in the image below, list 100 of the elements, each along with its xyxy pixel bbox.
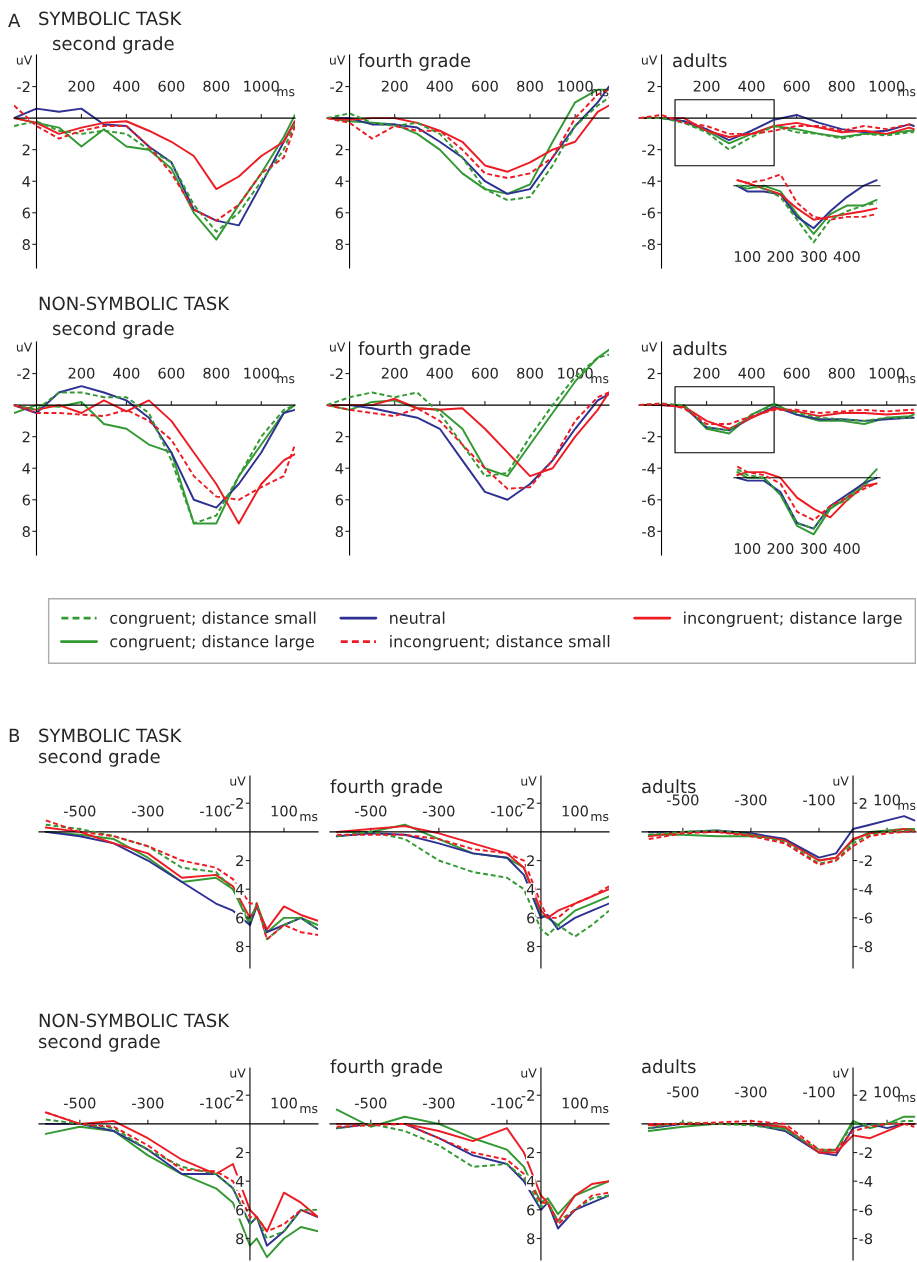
- x-axis-title: ms: [300, 1105, 318, 1114]
- y-axis-title: uV: [230, 1068, 246, 1078]
- y-tick-label: -2: [642, 431, 655, 443]
- x-tick-label: 400: [738, 80, 765, 92]
- x-tick-label: -300: [423, 1097, 455, 1109]
- chart-subtitle: second grade: [52, 321, 174, 339]
- chart-subtitle: second grade: [38, 749, 160, 767]
- y-tick-label: -6: [859, 912, 873, 924]
- y-axis-title: uV: [329, 342, 346, 352]
- y-axis-title: uV: [16, 55, 33, 65]
- y-tick-label: -2: [17, 81, 30, 93]
- x-axis-title: ms: [898, 802, 916, 811]
- x-tick-label: 800: [203, 367, 230, 379]
- y-tick-label: 4: [22, 463, 31, 474]
- x-tick-label: -500: [354, 1097, 387, 1109]
- x-tick-label: 100: [734, 543, 761, 555]
- x-tick-label: 1000: [244, 367, 279, 379]
- x-tick-label: 600: [783, 80, 810, 92]
- x-tick-label: 100: [271, 1097, 297, 1109]
- chart-subtitle: second grade: [52, 36, 174, 54]
- x-tick-label: 300: [800, 543, 827, 555]
- y-tick-label: -2: [230, 797, 243, 809]
- y-tick-label: 6: [236, 912, 244, 924]
- y-tick-label: -4: [642, 463, 656, 474]
- x-tick-label: -100: [803, 794, 835, 806]
- y-axis-title: uV: [230, 776, 246, 786]
- chart-title: fourth grade: [330, 1059, 443, 1077]
- x-tick-label: 600: [158, 80, 185, 92]
- y-tick-label: 6: [236, 1204, 244, 1216]
- chart-title: adults: [673, 341, 727, 356]
- x-tick-label: -300: [735, 794, 767, 806]
- y-tick-label: 8: [236, 941, 244, 953]
- y-tick-label: 4: [235, 884, 244, 895]
- y-tick-label: -8: [859, 941, 873, 953]
- y-tick-label: 2: [859, 797, 867, 809]
- y-tick-label: 2: [22, 144, 30, 156]
- x-tick-label: 200: [693, 80, 720, 92]
- y-axis-title: uV: [329, 55, 346, 65]
- y-tick-label: -6: [642, 494, 656, 506]
- chart-title: NON-SYMBOLIC TASK: [39, 1013, 230, 1028]
- y-tick-label: 4: [526, 884, 535, 895]
- x-tick-label: -300: [132, 1097, 164, 1109]
- y-tick-label: 2: [859, 1089, 867, 1101]
- y-tick-label: 8: [22, 526, 30, 538]
- x-tick-label: 100: [874, 794, 901, 806]
- chart-title: fourth grade: [330, 779, 443, 797]
- y-tick-label: 2: [527, 855, 534, 867]
- y-axis-title: uV: [833, 776, 849, 786]
- legend-label: neutral: [390, 611, 445, 624]
- y-tick-label: 2: [22, 431, 30, 443]
- y-tick-label: 8: [236, 1233, 244, 1245]
- y-tick-label: -2: [859, 1147, 872, 1159]
- x-tick-label: -500: [667, 1086, 699, 1098]
- y-tick-label: -6: [859, 1204, 873, 1216]
- y-tick-label: -2: [230, 1089, 243, 1101]
- chart-title: fourth grade: [358, 53, 471, 71]
- y-tick-label: 2: [335, 431, 343, 443]
- x-tick-label: 400: [833, 251, 860, 263]
- x-tick-label: 600: [158, 367, 185, 379]
- y-tick-label: -2: [859, 855, 872, 867]
- legend-label: incongruent; distance small: [390, 634, 610, 651]
- legend-label: congruent; distance large: [110, 634, 314, 651]
- x-axis-title: ms: [591, 376, 609, 384]
- y-tick-label: 2: [236, 1147, 243, 1159]
- text: B: [9, 728, 20, 742]
- y-tick-label: 4: [22, 176, 31, 187]
- y-axis-title: uV: [833, 1068, 849, 1078]
- x-tick-label: -100: [491, 1097, 523, 1109]
- x-tick-label: -100: [491, 805, 523, 817]
- x-tick-label: 400: [833, 543, 860, 555]
- text: A: [8, 13, 21, 27]
- y-tick-label: -8: [859, 1233, 873, 1245]
- x-tick-label: -300: [735, 1086, 767, 1098]
- x-tick-label: 600: [472, 80, 498, 92]
- x-tick-label: 400: [738, 367, 765, 379]
- y-tick-label: 6: [527, 912, 535, 924]
- x-axis-title: ms: [591, 1105, 609, 1114]
- y-tick-label: -4: [642, 176, 656, 187]
- x-tick-label: 800: [517, 367, 543, 379]
- y-tick-label: -8: [642, 526, 655, 538]
- x-tick-label: 1000: [244, 80, 279, 92]
- x-tick-label: 800: [517, 80, 543, 92]
- y-tick-label: 4: [335, 463, 344, 474]
- x-tick-label: 100: [562, 1097, 588, 1109]
- x-tick-label: 200: [381, 367, 408, 379]
- y-tick-label: 8: [527, 941, 535, 953]
- chart-title: adults: [642, 779, 696, 794]
- y-tick-label: 8: [527, 1233, 535, 1245]
- chart-title: NON-SYMBOLIC TASK: [39, 296, 230, 311]
- y-tick-label: -4: [859, 1176, 873, 1187]
- x-tick-label: 400: [426, 367, 453, 379]
- x-tick-label: 800: [828, 80, 855, 92]
- y-tick-label: 8: [22, 239, 30, 251]
- x-axis-title: ms: [898, 1094, 916, 1103]
- x-axis-title: ms: [591, 813, 609, 822]
- y-tick-label: -2: [642, 144, 655, 156]
- y-tick-label: -4: [859, 884, 873, 895]
- x-tick-label: -500: [354, 805, 387, 817]
- y-tick-label: 2: [527, 1147, 534, 1159]
- legend-label: congruent; distance small: [110, 611, 316, 628]
